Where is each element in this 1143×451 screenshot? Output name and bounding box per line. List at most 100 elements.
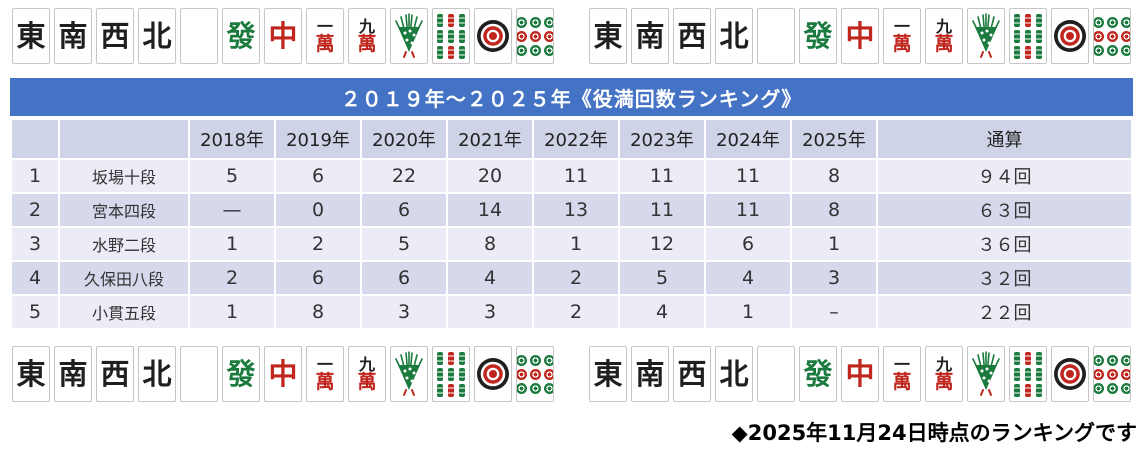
west-wind-tile-glyph: 西 xyxy=(677,356,707,391)
west-wind-tile-glyph: 西 xyxy=(677,18,707,53)
year-value-cell-2020年: 22 xyxy=(360,158,448,194)
bullseye-circle-icon xyxy=(477,358,509,390)
year-value-cell-2023年: 12 xyxy=(618,226,706,262)
nine-circles-icon xyxy=(1094,354,1130,394)
east-wind-tile-glyph: 東 xyxy=(593,356,623,391)
year-value-cell-2019年: 8 xyxy=(274,294,362,330)
bullseye-circle-icon xyxy=(477,20,509,52)
red-dragon-tile-glyph: 中 xyxy=(845,18,875,53)
south-wind-tile-glyph: 南 xyxy=(635,18,665,53)
one-pin-tile xyxy=(1051,8,1089,64)
one-man-tile-glyph: 一萬 xyxy=(315,16,335,55)
player-name-cell: 宮本四段 xyxy=(58,192,190,228)
year-value-cell-2025年: 3 xyxy=(790,260,878,296)
nine-man-tile: 九萬 xyxy=(348,346,386,402)
tile-strip-bottom-left: 東南西北 發中一萬九萬 xyxy=(12,346,554,402)
nine-sou-tile xyxy=(1009,8,1047,64)
nine-man-tile: 九萬 xyxy=(925,8,963,64)
year-value-cell-2018年: 1 xyxy=(188,226,276,262)
one-man-tile: 一萬 xyxy=(306,346,344,402)
green-dragon-tile: 發 xyxy=(799,8,837,64)
bullseye-circle-icon xyxy=(1054,20,1086,52)
year-value-cell-2019年: 6 xyxy=(274,260,362,296)
east-wind-tile: 東 xyxy=(589,346,627,402)
north-wind-tile-glyph: 北 xyxy=(719,356,749,391)
player-name-cell: 久保田八段 xyxy=(58,260,190,296)
year-value-cell-2023年: 5 xyxy=(618,260,706,296)
year-value-cell-2025年: – xyxy=(790,294,878,330)
nine-circles-icon xyxy=(1094,16,1130,56)
table-row: 3 水野二段 1 2 5 8 1 12 6 1 ３６回 xyxy=(10,226,1133,262)
one-sou-tile xyxy=(390,8,428,64)
year-value-cell-2018年: — xyxy=(188,192,276,228)
column-header-empty-1 xyxy=(58,118,190,160)
west-wind-tile-glyph: 西 xyxy=(100,18,130,53)
green-dragon-tile-glyph: 發 xyxy=(803,18,833,53)
ranking-table-body: 1 坂場十段 5 6 22 20 11 11 11 8 ９４回 2 宮本四段 —0 6 14 13 11 11 8 ６３… xyxy=(10,158,1133,330)
north-wind-tile-glyph: 北 xyxy=(142,18,172,53)
south-wind-tile-glyph: 南 xyxy=(58,18,88,53)
column-header-2023年: 2023年 xyxy=(618,118,706,160)
tile-strip-top-left: 東南西北 發中一萬九萬 xyxy=(12,8,554,64)
rank-cell: 4 xyxy=(10,260,60,296)
one-man-tile: 一萬 xyxy=(306,8,344,64)
year-value-cell-2025年: 8 xyxy=(790,192,878,228)
red-dragon-tile: 中 xyxy=(264,8,302,64)
year-value-cell-2023年: 11 xyxy=(618,158,706,194)
east-wind-tile-glyph: 東 xyxy=(16,18,46,53)
year-value-cell-2024年: 1 xyxy=(704,294,792,330)
nine-sou-tile xyxy=(432,8,470,64)
column-header-empty-0 xyxy=(10,118,60,160)
tile-strip-bottom-right: 東南西北 發中一萬九萬 xyxy=(589,346,1131,402)
column-header-2019年: 2019年 xyxy=(274,118,362,160)
year-value-cell-2025年: 1 xyxy=(790,226,878,262)
ranking-table-header: 2018年 2019年 2020年 2021年 2022年 2023年 2024年 2025年… xyxy=(10,118,1133,160)
nine-sou-tile xyxy=(432,346,470,402)
east-wind-tile: 東 xyxy=(589,8,627,64)
year-value-cell-2021年: 3 xyxy=(446,294,534,330)
north-wind-tile: 北 xyxy=(715,8,753,64)
year-value-cell-2021年: 20 xyxy=(446,158,534,194)
west-wind-tile-glyph: 西 xyxy=(100,356,130,391)
year-value-cell-2021年: 8 xyxy=(446,226,534,262)
south-wind-tile: 南 xyxy=(54,8,92,64)
south-wind-tile-glyph: 南 xyxy=(635,356,665,391)
total-cell: ６３回 xyxy=(876,192,1133,228)
east-wind-tile: 東 xyxy=(12,8,50,64)
year-value-cell-2018年: 5 xyxy=(188,158,276,194)
year-value-cell-2020年: 6 xyxy=(360,192,448,228)
year-value-cell-2023年: 11 xyxy=(618,192,706,228)
year-value-cell-2024年: 4 xyxy=(704,260,792,296)
peacock-bird-icon xyxy=(395,13,423,58)
west-wind-tile: 西 xyxy=(673,346,711,402)
player-name-cell: 水野二段 xyxy=(58,226,190,262)
total-cell: ３２回 xyxy=(876,260,1133,296)
column-header-2020年: 2020年 xyxy=(360,118,448,160)
north-wind-tile-glyph: 北 xyxy=(142,356,172,391)
north-wind-tile-glyph: 北 xyxy=(719,18,749,53)
column-header-通算: 通算 xyxy=(876,118,1133,160)
white-dragon-tile xyxy=(180,8,218,64)
nine-man-tile-glyph: 九萬 xyxy=(934,16,954,55)
top-tile-row: 東南西北發中一萬九萬 東南西北發中一萬九萬 xyxy=(0,0,1143,64)
west-wind-tile: 西 xyxy=(96,8,134,64)
year-value-cell-2022年: 11 xyxy=(532,158,620,194)
total-cell: ３６回 xyxy=(876,226,1133,262)
year-value-cell-2020年: 6 xyxy=(360,260,448,296)
white-dragon-tile xyxy=(180,346,218,402)
table-row: 4 久保田八段 2 6 6 4 2 5 4 3 ３２回 xyxy=(10,260,1133,296)
year-value-cell-2022年: 2 xyxy=(532,294,620,330)
rank-cell: 5 xyxy=(10,294,60,330)
nine-sou-tile xyxy=(1009,346,1047,402)
green-dragon-tile-glyph: 發 xyxy=(226,18,256,53)
red-dragon-tile-glyph: 中 xyxy=(268,356,298,391)
peacock-bird-icon xyxy=(972,13,1000,58)
nine-circles-icon xyxy=(517,354,553,394)
one-man-tile: 一萬 xyxy=(883,8,921,64)
year-value-cell-2018年: 2 xyxy=(188,260,276,296)
south-wind-tile: 南 xyxy=(54,346,92,402)
one-sou-tile xyxy=(967,8,1005,64)
ranking-title-banner: ２０１９年～２０２５年《役満回数ランキング》 xyxy=(10,78,1133,116)
west-wind-tile: 西 xyxy=(96,346,134,402)
